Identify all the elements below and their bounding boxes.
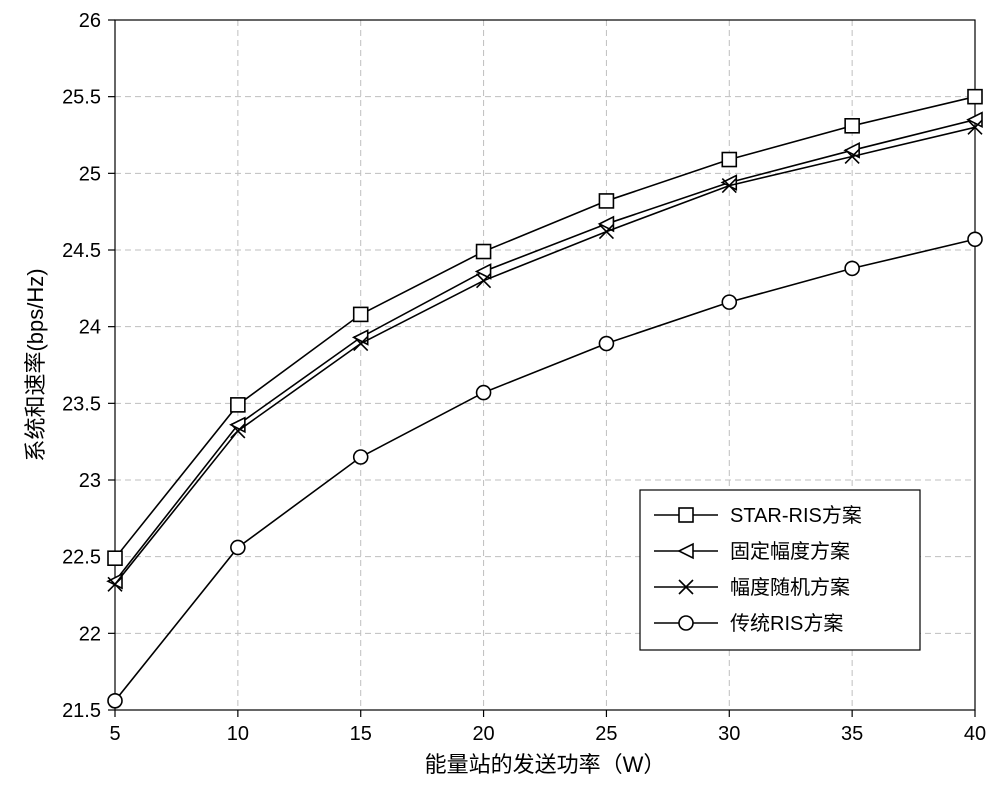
- y-tick-label: 23: [79, 470, 101, 492]
- y-tick-label: 23.5: [62, 393, 101, 415]
- y-tick-label: 26: [79, 10, 101, 32]
- x-tick-label: 10: [227, 723, 249, 745]
- x-tick-label: 5: [109, 723, 120, 745]
- line-chart: 5 10 15 20 25 30 35 40 21.5 22 22.5 23 23.5 24 24.5 25 2…: [0, 0, 1000, 790]
- y-tick-label: 22: [79, 623, 101, 645]
- y-tick-label: 21.5: [62, 700, 101, 722]
- x-tick-label: 20: [472, 723, 494, 745]
- x-tick-label: 25: [595, 723, 617, 745]
- y-tick-label: 22.5: [62, 547, 101, 569]
- y-tick-label: 25.5: [62, 87, 101, 109]
- legend-label: 幅度随机方案: [730, 576, 850, 599]
- legend-label: 传统RIS方案: [730, 612, 843, 635]
- legend: STAR-RIS方案固定幅度方案幅度随机方案传统RIS方案: [640, 490, 920, 650]
- x-tick-label: 15: [350, 723, 372, 745]
- legend-label: 固定幅度方案: [730, 540, 850, 563]
- y-tick-label: 24.5: [62, 240, 101, 262]
- y-tick-label: 25: [79, 163, 101, 185]
- y-tick-label: 24: [79, 317, 101, 339]
- x-tick-label: 35: [841, 723, 863, 745]
- x-tick-label: 40: [964, 723, 986, 745]
- legend-label: STAR-RIS方案: [730, 504, 862, 527]
- y-axis-label: 系统和速率(bps/Hz): [23, 268, 48, 461]
- x-tick-label: 30: [718, 723, 740, 745]
- chart-container: 5 10 15 20 25 30 35 40 21.5 22 22.5 23 23.5 24 24.5 25 2…: [0, 0, 1000, 790]
- x-axis-label: 能量站的发送功率（W）: [425, 752, 666, 777]
